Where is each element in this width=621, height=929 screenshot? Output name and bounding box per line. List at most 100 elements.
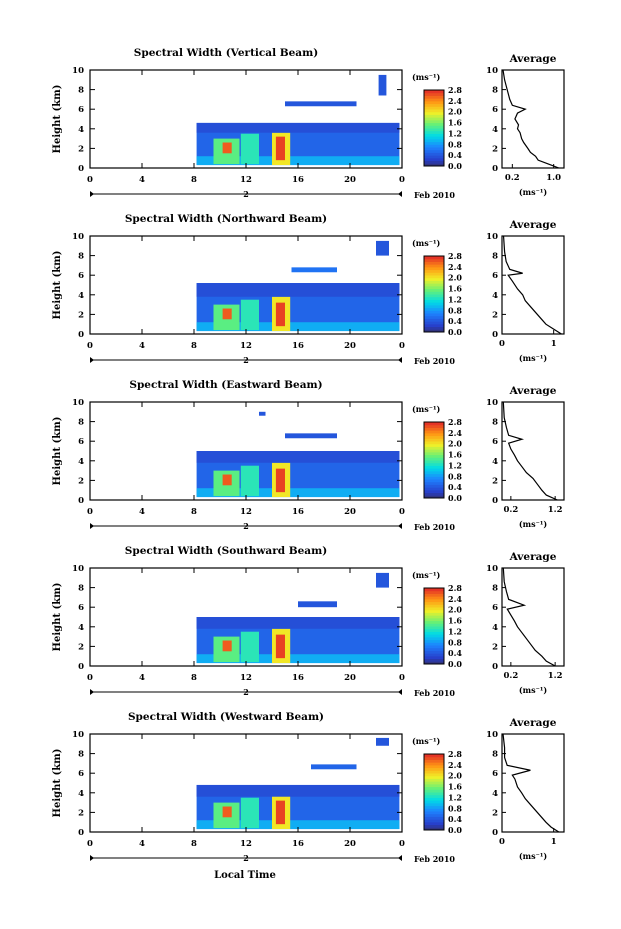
y-tick-label: 0 — [78, 330, 84, 340]
colorbar-tick-label: 1.2 — [448, 460, 462, 470]
colorbar-swatch — [424, 465, 444, 469]
date-label: Feb 2010 — [414, 688, 455, 698]
colorbar-swatch — [424, 607, 444, 611]
y-tick-label: 6 — [78, 769, 84, 779]
colorbar-swatch — [424, 658, 444, 662]
colorbar-swatch — [424, 119, 444, 124]
day-line-arrow — [398, 689, 402, 695]
average-y-tick-label: 8 — [492, 750, 498, 760]
colorbar-swatch — [424, 438, 444, 442]
colorbar-tick-label: 0.4 — [448, 150, 462, 160]
x-tick-label: 20 — [344, 507, 356, 517]
colorbar-tick-label: 0.0 — [448, 825, 462, 835]
colorbar-tick-label: 1.6 — [448, 284, 462, 294]
y-axis-label: Height (km) — [52, 583, 63, 652]
colorbar-swatch — [424, 90, 444, 94]
day-line-arrow — [90, 357, 94, 363]
y-tick-label: 0 — [78, 828, 84, 838]
heatmap-cell — [378, 74, 387, 96]
heatmap-cell — [240, 797, 259, 829]
date-label: Feb 2010 — [414, 522, 455, 532]
colorbar-tick-label: 0.4 — [448, 814, 462, 824]
colorbar-swatch — [424, 109, 444, 113]
colorbar-tick-label: 1.2 — [448, 128, 462, 138]
y-tick-label: 2 — [78, 476, 84, 486]
average-y-tick-label: 6 — [492, 271, 498, 281]
average-y-tick-label: 10 — [486, 730, 498, 740]
colorbar-unit: (ms⁻¹) — [412, 72, 440, 82]
day-marker: 2 — [243, 853, 249, 863]
colorbar-tick-label: 0.4 — [448, 316, 462, 326]
colorbar-swatch — [424, 601, 444, 605]
colorbar-tick-label: 1.2 — [448, 294, 462, 304]
colorbar-swatch — [424, 454, 444, 458]
date-label: Feb 2010 — [414, 190, 455, 200]
colorbar-swatch — [424, 811, 444, 815]
average-title: Average — [509, 53, 557, 65]
colorbar-tick-label: 0.8 — [448, 471, 462, 481]
colorbar-swatch — [424, 639, 444, 643]
day-line-arrow — [398, 191, 402, 197]
colorbar-swatch — [424, 432, 444, 437]
colorbar-swatch — [424, 661, 444, 665]
colorbar-swatch — [424, 261, 444, 265]
average-x-tick-label: 1.2 — [548, 505, 563, 515]
day-line-arrow — [398, 357, 402, 363]
y-tick-label: 2 — [78, 144, 84, 154]
colorbar-swatch — [424, 650, 444, 654]
day-line-arrow — [90, 191, 94, 197]
colorbar-swatch — [424, 470, 444, 475]
average-profile-line — [502, 235, 562, 335]
colorbar-swatch — [424, 773, 444, 777]
colorbar-swatch — [424, 775, 444, 779]
average-y-tick-label: 6 — [492, 603, 498, 613]
heatmap-cell — [222, 142, 232, 154]
average-x-tick-label: 1.0 — [546, 173, 561, 183]
x-tick-label: 0 — [399, 673, 405, 683]
colorbar-tick-label: 2.8 — [448, 417, 462, 427]
colorbar-swatch — [424, 756, 444, 760]
colorbar-tick-label: 2.4 — [448, 594, 462, 604]
heatmap-cell — [376, 240, 389, 256]
colorbar-swatch — [424, 626, 444, 630]
colorbar-swatch — [424, 264, 444, 268]
average-frame — [501, 401, 565, 501]
colorbar-swatch — [424, 781, 444, 785]
average-x-tick-label: 1 — [551, 837, 557, 847]
average-x-label: (ms⁻¹) — [519, 519, 547, 529]
colorbar-swatch — [424, 269, 444, 273]
average-x-label: (ms⁻¹) — [519, 187, 547, 197]
x-tick-label: 16 — [292, 175, 304, 185]
average-y-tick-label: 2 — [492, 476, 498, 486]
date-label: Feb 2010 — [414, 356, 455, 366]
colorbar-swatch — [424, 805, 444, 809]
colorbar-swatch — [424, 435, 444, 439]
colorbar-swatch — [424, 596, 444, 600]
colorbar-swatch — [424, 821, 444, 826]
colorbar-tick-label: 2.0 — [448, 771, 462, 781]
colorbar-swatch — [424, 258, 444, 262]
y-tick-label: 10 — [72, 232, 84, 242]
heatmap-cell — [298, 601, 337, 608]
panel-title: Spectral Width (Vertical Beam) — [134, 47, 318, 59]
colorbar-swatch — [424, 136, 444, 140]
colorbar-swatch — [424, 827, 444, 831]
average-x-tick-label: 1 — [551, 339, 557, 349]
average-y-tick-label: 0 — [492, 828, 498, 838]
y-tick-label: 2 — [78, 808, 84, 818]
colorbar-tick-label: 2.8 — [448, 749, 462, 759]
y-axis-label: Height (km) — [52, 85, 63, 154]
average-x-tick-label: 0.2 — [505, 173, 520, 183]
colorbar-swatch — [424, 620, 444, 624]
x-tick-label: 20 — [344, 341, 356, 351]
heatmap-cell — [196, 156, 400, 166]
average-y-tick-label: 0 — [492, 496, 498, 506]
colorbar-swatch — [424, 484, 444, 488]
colorbar-tick-label: 2.4 — [448, 262, 462, 272]
colorbar-swatch — [424, 256, 444, 260]
colorbar-swatch — [424, 321, 444, 325]
panel-title: Spectral Width (Eastward Beam) — [129, 379, 322, 391]
heatmap-cell — [196, 654, 400, 664]
x-tick-label: 0 — [399, 507, 405, 517]
average-y-tick-label: 4 — [492, 623, 498, 633]
